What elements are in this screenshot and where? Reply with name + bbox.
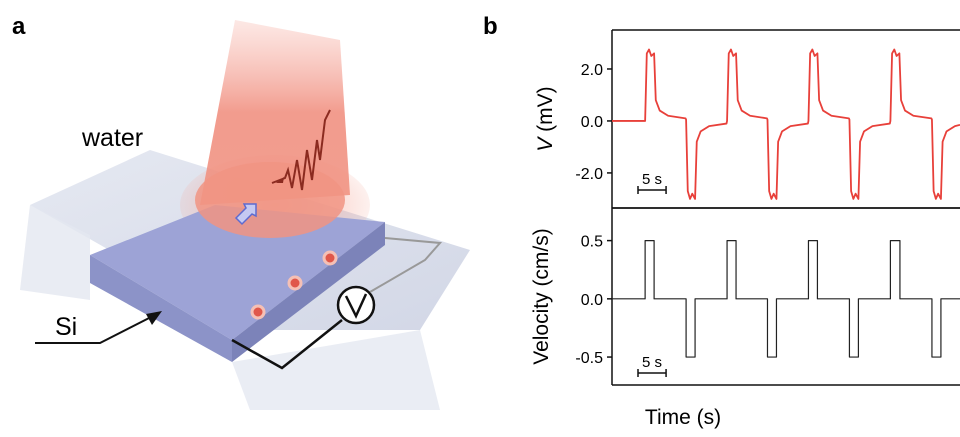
y-tick-label: -2.0 [575,166,603,183]
panel-label: a [12,13,26,40]
figure: a b water Si 2.0 0.0 -2.0 V (mV) 5 s 0.5 0.0 -0… [0,0,960,437]
y-label-symbol: Velocity [530,292,553,365]
y-axis-label: Velocity (cm/s) [530,228,553,365]
y-tick-label: 2.0 [581,62,603,79]
x-axis-label: Time (s) [645,406,721,429]
y-label-unit: (cm/s) [530,228,553,292]
y-tick-label: -0.5 [575,350,603,367]
page: a b water Si 2.0 0.0 -2.0 V (mV) 5 s 0.5 0.0 -0… [0,0,960,437]
y-tick-label: 0.0 [581,114,603,131]
panel-label: b [483,13,498,40]
scale-bar-label: 5 s [642,354,662,371]
y-label-unit: (mV) [534,86,557,137]
y-axis-label: V (mV) [534,86,557,151]
medium-label: water [81,124,143,152]
y-tick-label: 0.0 [581,292,603,309]
y-tick-label: 0.5 [581,234,603,251]
illustration [20,20,470,410]
data-line [612,241,960,357]
scale-bar-label: 5 s [642,171,662,188]
material-label: Si [55,313,77,341]
data-line [612,49,960,198]
